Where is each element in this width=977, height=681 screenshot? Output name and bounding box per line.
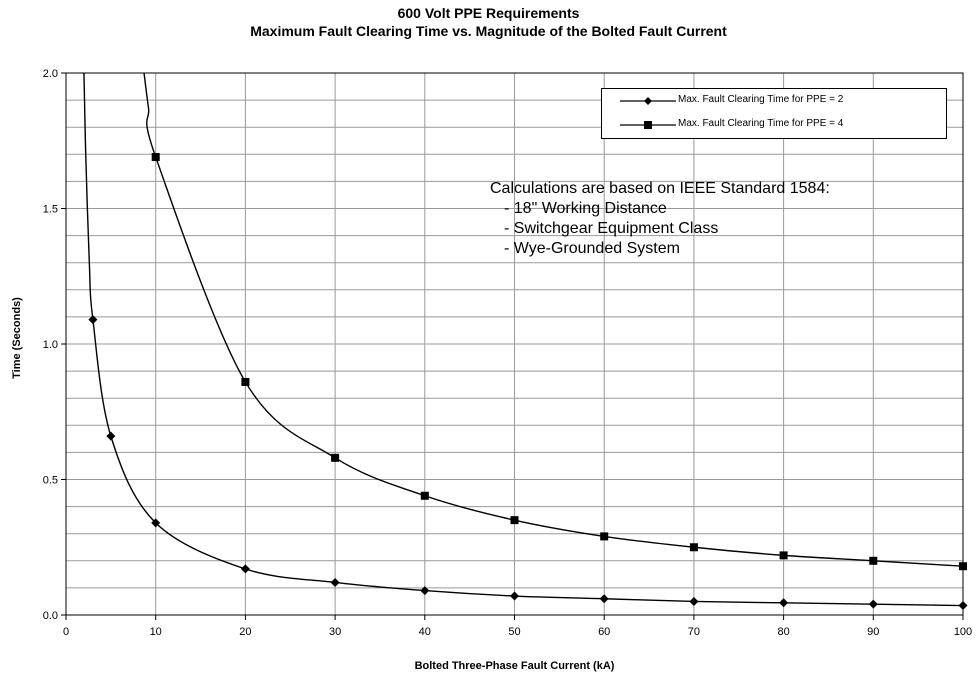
y-tick-label: 2.0 [43, 68, 58, 80]
y-tick-label: 1.0 [43, 339, 58, 351]
data-point-diamond [779, 598, 789, 608]
y-tick-label: 0.5 [43, 475, 58, 487]
grid-lines [65, 72, 964, 616]
x-tick-label: 30 [329, 626, 341, 638]
legend-entry-ppe-2: Max. Fault Clearing Time for PPE = 2 [602, 91, 946, 111]
x-tick-label: 20 [239, 626, 251, 638]
data-point-square [331, 453, 340, 462]
x-tick-label: 80 [777, 626, 789, 638]
diamond-marker-icon [620, 97, 676, 105]
data-point-diamond [420, 586, 430, 596]
series-layer [83, 72, 968, 611]
y-tick-label: 1.5 [43, 204, 58, 216]
legend: Max. Fault Clearing Time for PPE = 2 Max… [601, 88, 947, 139]
data-point-diamond [330, 577, 340, 587]
data-point-square [689, 543, 698, 552]
x-tick-label: 90 [867, 626, 879, 638]
legend-label-ppe-2: Max. Fault Clearing Time for PPE = 2 [678, 94, 844, 105]
data-point-diamond [106, 431, 116, 441]
x-tick-label: 0 [63, 626, 69, 638]
data-point-diamond [689, 596, 699, 606]
data-point-diamond [240, 564, 250, 574]
y-axis-ticks: 0.0 0.5 1.0 1.5 2.0 [43, 68, 66, 622]
x-axis-label: Bolted Three-Phase Fault Current (kA) [414, 660, 615, 672]
note-heading: Calculations are based on IEEE Standard … [490, 180, 830, 197]
note-item: - 18" Working Distance [504, 200, 667, 217]
x-axis-ticks: 0 10 20 30 40 50 60 70 80 90 100 [63, 615, 972, 638]
calculation-note: Calculations are based on IEEE Standard … [490, 179, 830, 259]
x-tick-label: 60 [598, 626, 610, 638]
legend-label-ppe-4: Max. Fault Clearing Time for PPE = 4 [678, 118, 844, 129]
data-point-square [510, 516, 519, 525]
data-point-diamond [599, 594, 609, 604]
data-point-square [420, 491, 429, 500]
x-tick-label: 70 [688, 626, 700, 638]
data-point-square [241, 377, 250, 386]
chart-subtitle: Maximum Fault Clearing Time vs. Magnitud… [250, 23, 727, 39]
x-tick-label: 10 [150, 626, 162, 638]
x-tick-label: 100 [954, 626, 972, 638]
data-point-square [959, 562, 967, 571]
legend-entry-ppe-4: Max. Fault Clearing Time for PPE = 4 [602, 115, 946, 135]
chart-title: 600 Volt PPE Requirements [397, 5, 580, 21]
x-tick-label: 40 [419, 626, 431, 638]
series-line-1 [83, 72, 964, 607]
data-point-diamond [88, 315, 98, 325]
data-point-square [779, 551, 788, 560]
note-item: - Switchgear Equipment Class [504, 220, 719, 237]
note-item: - Wye-Grounded System [504, 240, 680, 257]
data-point-diamond [510, 591, 519, 601]
data-point-square [600, 532, 609, 541]
y-axis-label: Time (Seconds) [11, 297, 23, 379]
square-marker-icon [620, 121, 676, 129]
data-point-diamond [958, 601, 968, 611]
y-tick-label: 0.0 [43, 610, 58, 622]
data-point-square [151, 153, 160, 162]
data-point-diamond [151, 518, 161, 528]
series-line-2 [143, 72, 964, 567]
data-point-diamond [868, 599, 878, 609]
x-tick-label: 50 [508, 626, 520, 638]
data-point-square [869, 556, 878, 565]
